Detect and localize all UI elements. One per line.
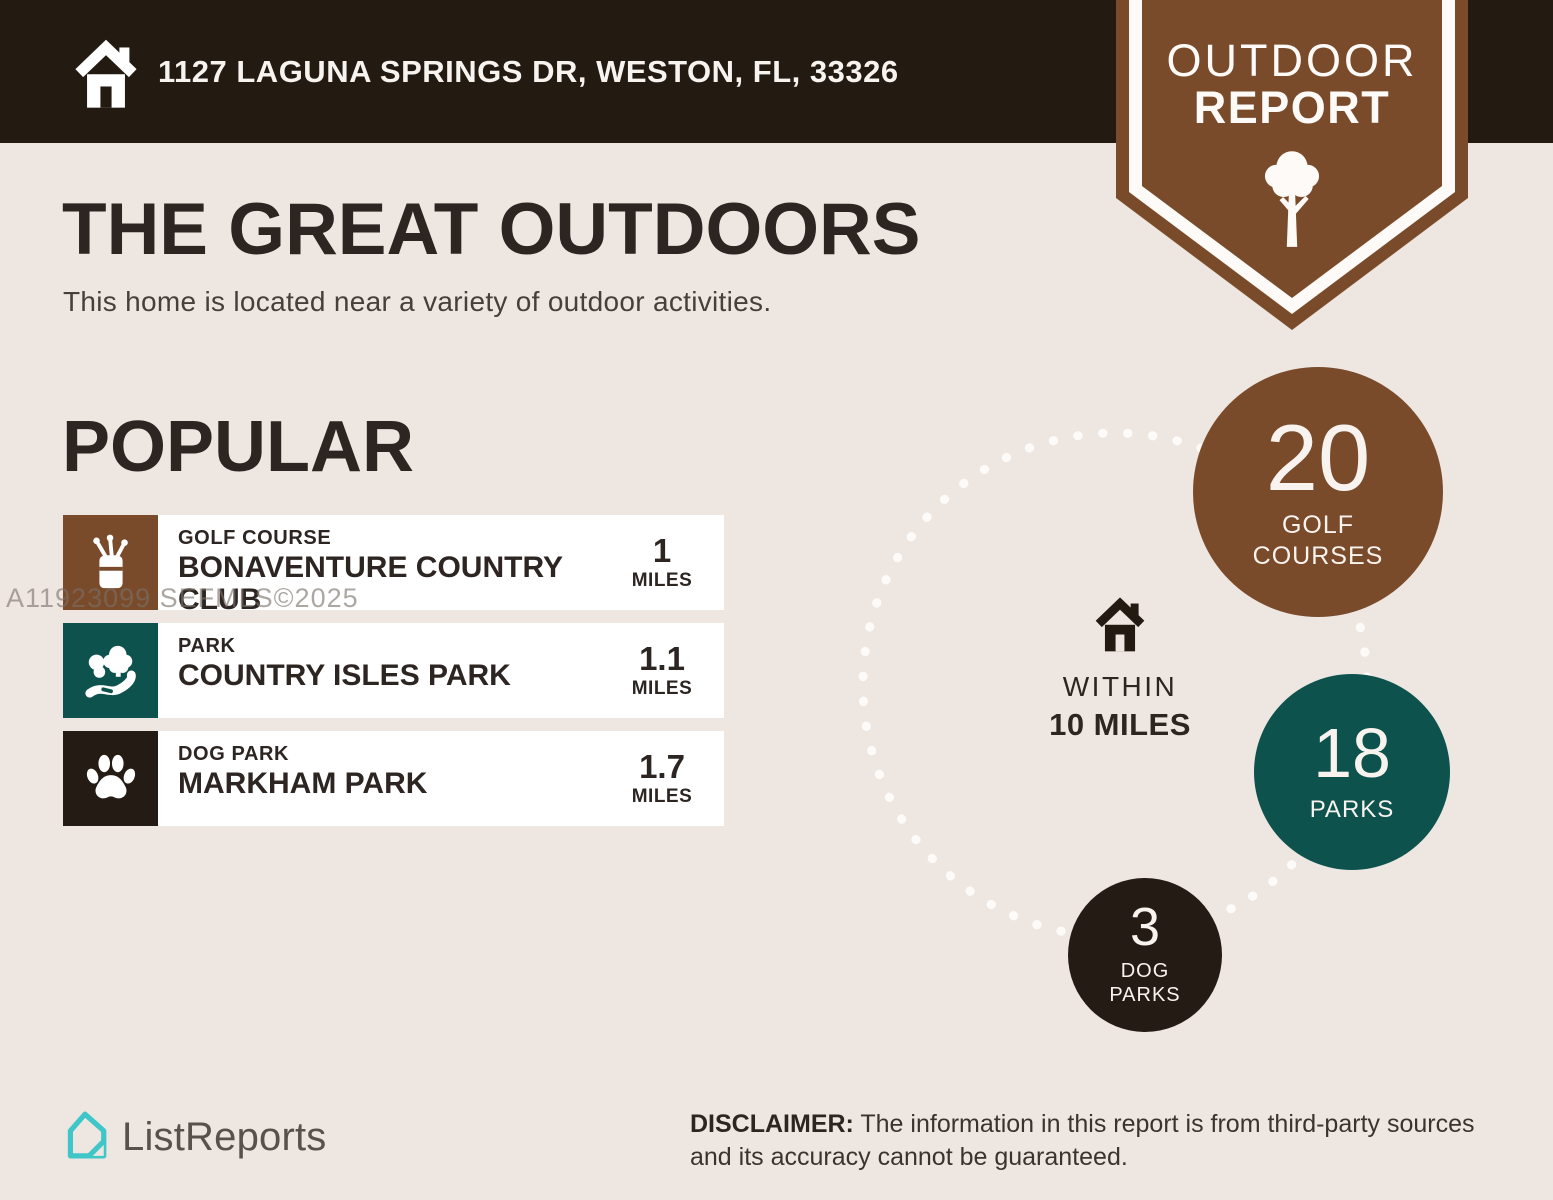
distance-value: 1.7 bbox=[639, 747, 685, 785]
disclaimer-text: The information in this report is from t… bbox=[690, 1110, 1475, 1171]
page-subtitle: This home is located near a variety of o… bbox=[63, 286, 772, 317]
popular-heading: POPULAR bbox=[62, 407, 415, 487]
item-distance: 1.1 MILES bbox=[616, 623, 708, 718]
list-card: PARK COUNTRY ISLES PARK 1.1 MILES bbox=[158, 623, 724, 718]
distance-unit: MILES bbox=[631, 677, 693, 699]
list-card: GOLF COURSE BONAVENTURE COUNTRY CLUB 1 M… bbox=[158, 515, 724, 616]
property-address: 1127 LAGUNA SPRINGS DR, WESTON, FL, 3332… bbox=[158, 53, 899, 89]
item-category: PARK bbox=[178, 635, 236, 657]
distance-value: 1 bbox=[652, 531, 672, 569]
list-item-park: PARK COUNTRY ISLES PARK 1.1 MILES bbox=[63, 623, 724, 718]
park-icon bbox=[63, 623, 158, 718]
list-item-golf-course: GOLF COURSE BONAVENTURE COUNTRY CLUB 1 M… bbox=[63, 515, 724, 616]
distance-unit: MILES bbox=[631, 569, 693, 591]
distance-unit: MILES bbox=[631, 785, 693, 807]
item-distance: 1 MILES bbox=[616, 515, 708, 610]
brand-name: ListReports bbox=[122, 1115, 327, 1159]
stat-bubble-golf-courses: 20 GOLF COURSES bbox=[1193, 367, 1443, 617]
item-category: DOG PARK bbox=[178, 743, 290, 765]
within-label: WITHIN bbox=[1062, 671, 1178, 702]
stat-value: 20 bbox=[1265, 404, 1371, 510]
item-category: GOLF COURSE bbox=[178, 527, 332, 549]
distance-value: 1.1 bbox=[639, 639, 685, 677]
golf-bag-icon bbox=[63, 515, 158, 610]
stat-label: PARKS bbox=[1309, 795, 1395, 823]
disclaimer: DISCLAIMER: The information in this repo… bbox=[690, 1108, 1498, 1174]
item-distance: 1.7 MILES bbox=[616, 731, 708, 826]
item-name: MARKHAM PARK bbox=[178, 767, 428, 800]
stat-bubble-dog-parks: 3 DOG PARKS bbox=[1068, 878, 1222, 1032]
list-card: DOG PARK MARKHAM PARK 1.7 MILES bbox=[158, 731, 724, 826]
listreports-logo-icon bbox=[62, 1110, 108, 1165]
stat-label: DOG PARKS bbox=[1109, 959, 1181, 1007]
home-icon bbox=[1091, 592, 1149, 659]
tree-icon bbox=[1260, 146, 1324, 255]
ribbon-title-line1: OUTDOOR bbox=[1166, 35, 1418, 86]
list-item-dog-park: DOG PARK MARKHAM PARK 1.7 MILES bbox=[63, 731, 724, 826]
paw-icon bbox=[63, 731, 158, 826]
report-ribbon: OUTDOOR REPORT bbox=[1116, 0, 1468, 332]
stat-value: 3 bbox=[1129, 897, 1161, 958]
disclaimer-label: DISCLAIMER: bbox=[690, 1110, 854, 1138]
radius-label: 10 MILES bbox=[1049, 707, 1191, 742]
item-name: BONAVENTURE COUNTRY CLUB bbox=[178, 551, 563, 617]
listreports-logo: ListReports bbox=[62, 1110, 327, 1165]
radius-center-label: WITHIN 10 MILES bbox=[1020, 592, 1220, 743]
home-icon bbox=[70, 33, 142, 116]
stat-label: GOLF COURSES bbox=[1252, 511, 1384, 570]
stat-bubble-parks: 18 PARKS bbox=[1254, 674, 1450, 870]
item-name: COUNTRY ISLES PARK bbox=[178, 659, 511, 692]
page-title: THE GREAT OUTDOORS bbox=[62, 189, 921, 270]
ribbon-title-line2: REPORT bbox=[1193, 81, 1391, 133]
mls-watermark: A11923099 SEFMLS©2025 bbox=[6, 583, 359, 613]
stat-value: 18 bbox=[1313, 714, 1391, 793]
